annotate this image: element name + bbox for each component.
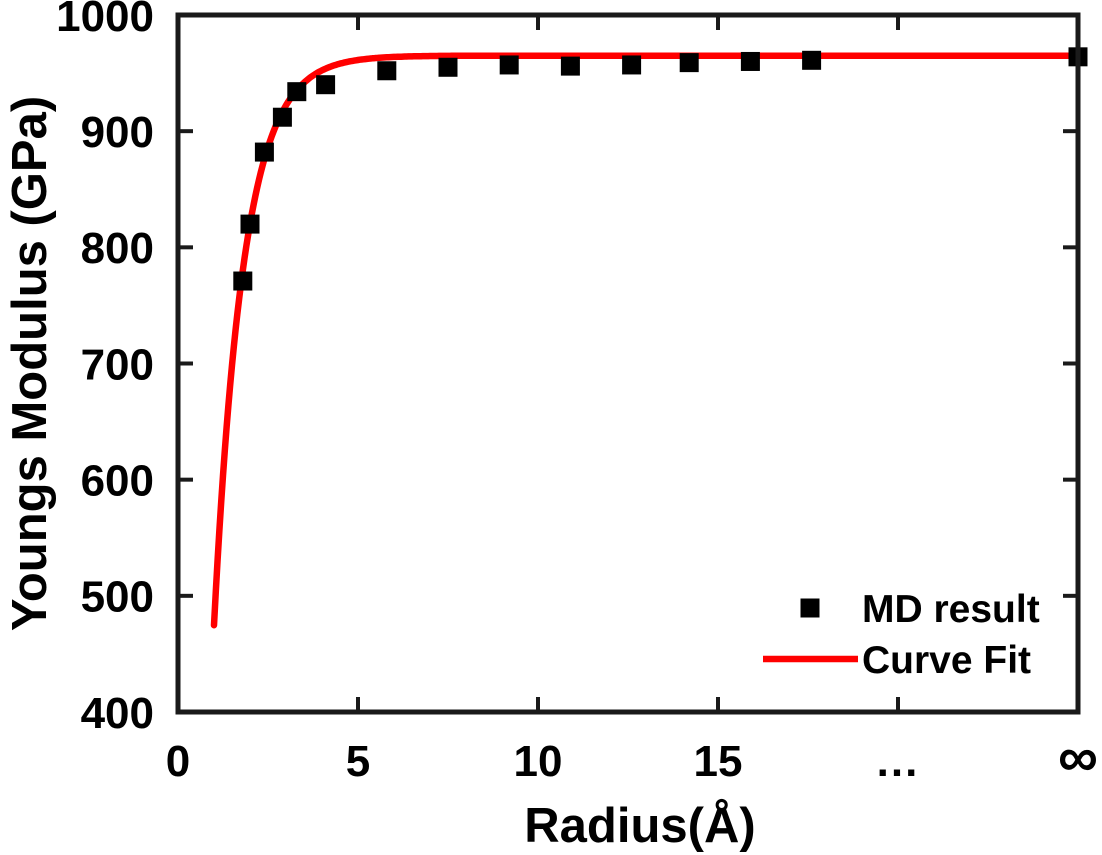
md-data-point	[287, 82, 307, 102]
md-data-point	[233, 271, 253, 291]
x-tick-label: 0	[166, 737, 190, 786]
md-data-point	[240, 214, 260, 234]
legend-label-md-result: MD result	[862, 588, 1040, 631]
md-data-point	[438, 57, 458, 77]
y-tick-label: 1000	[56, 0, 154, 41]
y-tick-label: 500	[81, 573, 154, 622]
x-axis-label: Radius(Å)	[524, 799, 755, 853]
curve-fit-line	[210, 52, 1082, 629]
y-axis-label: Youngs Modulus (GPa)	[3, 96, 57, 631]
md-data-point	[802, 50, 822, 70]
md-data-point	[560, 56, 580, 76]
legend-marker-square-icon	[800, 598, 820, 618]
x-tick-label: ∞	[1058, 725, 1098, 788]
md-data-point	[254, 142, 274, 162]
md-data-point	[272, 107, 292, 127]
x-tick-label: 10	[514, 737, 563, 786]
md-data-point	[740, 51, 760, 71]
md-data-point	[622, 55, 642, 75]
y-tick-label: 400	[81, 689, 154, 738]
legend-label-curve-fit: Curve Fit	[862, 639, 1031, 682]
y-tick-label: 800	[81, 224, 154, 273]
y-tick-label: 600	[81, 457, 154, 506]
x-tick-label: ...	[877, 737, 920, 786]
x-tick-label: 15	[694, 737, 743, 786]
md-data-point	[679, 53, 699, 73]
x-tick-label: 5	[346, 737, 370, 786]
y-tick-label: 700	[81, 340, 154, 389]
md-data-point	[499, 55, 519, 75]
y-tick-label: 900	[81, 108, 154, 157]
md-data-point	[377, 61, 397, 81]
md-data-point	[316, 75, 336, 95]
